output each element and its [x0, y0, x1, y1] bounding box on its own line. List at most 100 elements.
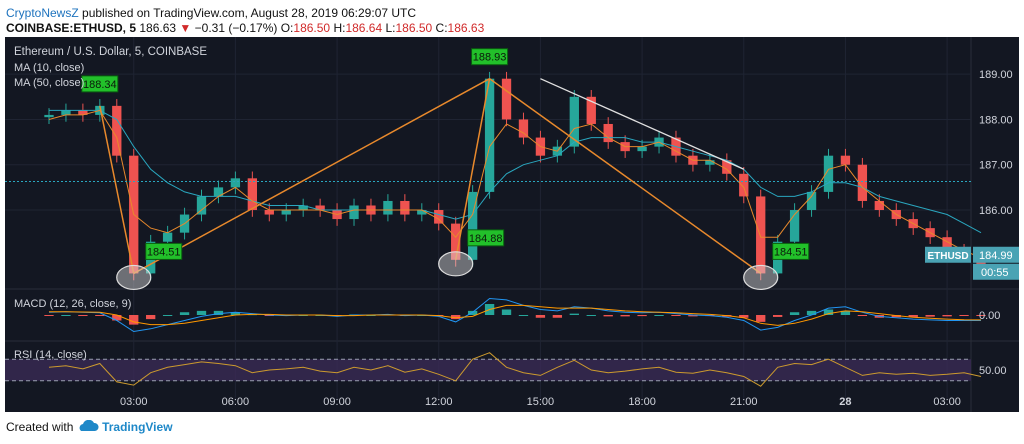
candle-body	[230, 178, 241, 188]
candle-body	[112, 105, 122, 156]
ma50-line	[49, 109, 982, 234]
countdown-label: 00:55	[981, 267, 1009, 279]
trough-value-label-box	[467, 229, 505, 247]
macd-histogram-bar	[501, 309, 512, 315]
macd-histogram-bar	[739, 315, 749, 318]
macd-histogram-bar	[95, 315, 105, 316]
rsi-pane[interactable]	[5, 352, 982, 387]
peak-value-label-box	[81, 75, 119, 93]
x-axis: 03:00 06:00 09:00 12:00 15:00 18:00 21:00 28 03:…	[120, 396, 961, 408]
published-text: published on TradingView.com, August 28,…	[82, 6, 417, 20]
open-value: 186.50	[293, 21, 331, 35]
macd-histogram-bar	[637, 315, 647, 317]
candle-body	[823, 155, 834, 192]
last-price-tag: 184.99	[979, 250, 1013, 262]
macd-histogram-bar	[61, 315, 71, 316]
macd-zero-label: 0.00	[979, 310, 1000, 322]
ma10-line	[48, 109, 982, 259]
publish-header: CryptoNewsZ published on TradingView.com…	[6, 2, 1016, 36]
footer: Created with TradingView	[6, 419, 173, 434]
candle-body	[417, 210, 427, 215]
macd-histogram-bar	[146, 315, 156, 320]
x-tick-label: 03:00	[933, 396, 961, 408]
macd-histogram-bar	[908, 315, 918, 317]
macd-histogram-bar	[925, 315, 935, 317]
last-symbol-tag: ETHUSD	[927, 251, 968, 262]
candle-body	[434, 210, 444, 224]
macd-histogram-bar	[451, 315, 461, 320]
candle-body	[162, 232, 173, 242]
candle-body	[315, 205, 325, 211]
trough-marker	[116, 264, 152, 291]
symbol-text: COINBASE:ETHUSD, 5	[6, 21, 137, 35]
trough-value-label-box	[772, 242, 810, 260]
publisher-name[interactable]: CryptoNewsZ	[6, 6, 79, 20]
candle-body	[739, 173, 749, 197]
candle-body	[874, 200, 884, 211]
high-value: 186.64	[345, 21, 383, 35]
candle-body	[281, 210, 291, 215]
candle-body	[383, 200, 393, 215]
macd-histogram-bar	[806, 310, 817, 315]
macd-histogram-bar	[179, 312, 190, 315]
candle-body	[78, 110, 88, 115]
trough-value-label: 184.88	[469, 233, 503, 245]
candle-body	[603, 123, 613, 143]
candle-body	[484, 78, 495, 192]
macd-histogram-bar	[942, 315, 952, 317]
candle-body	[569, 96, 579, 147]
x-tick-label: 12:00	[425, 396, 453, 408]
last-price: 186.63	[139, 21, 177, 35]
macd-histogram-bar	[44, 315, 54, 316]
ma10-legend: MA (10, close)	[14, 62, 84, 74]
trough-value-label: 184.51	[147, 246, 181, 258]
candle-body	[61, 110, 71, 115]
macd-histogram-bar	[586, 315, 596, 316]
tradingview-cloud-icon	[79, 419, 99, 431]
rsi-line	[48, 352, 982, 387]
rsi-band	[5, 359, 971, 381]
zigzag-segment	[99, 105, 135, 274]
zigzag-segment	[489, 78, 762, 275]
low-value: 186.50	[395, 21, 433, 35]
macd-histogram-bar	[112, 315, 122, 321]
ma50-legend: MA (50, close)	[14, 77, 84, 89]
trough-value-label: 184.51	[774, 246, 808, 258]
rsi-mid-label: 50.00	[979, 365, 1007, 377]
open-label: O:	[280, 21, 294, 35]
peak-value-label: 188.34	[83, 79, 117, 91]
macd-histogram-bar	[772, 315, 783, 317]
chart-background	[5, 37, 1019, 412]
macd-pane[interactable]	[44, 297, 986, 333]
macd-histogram-bar	[671, 315, 681, 316]
macd-histogram-bar	[78, 315, 88, 316]
main-price-pane[interactable]: 188.34 188.93 184.51 184.88 184.51	[5, 48, 986, 291]
macd-histogram-bar	[264, 315, 274, 316]
macd-histogram-bar	[129, 315, 139, 325]
candle-body	[264, 210, 274, 215]
macd-line	[48, 297, 981, 333]
candle-body	[213, 187, 224, 197]
candle-body	[586, 96, 596, 124]
y-tick-label: 189.00	[979, 69, 1013, 81]
zigzag-segment	[133, 78, 490, 275]
macd-histogram-bar	[535, 315, 546, 318]
chart-container[interactable]: 188.34 188.93 184.51 184.88 184.51 189.00 188…	[5, 37, 1019, 412]
publish-line: CryptoNewsZ published on TradingView.com…	[6, 6, 416, 20]
tradingview-logo[interactable]: TradingView	[102, 420, 173, 434]
macd-histogram-bar	[569, 313, 579, 315]
macd-histogram-bar	[654, 315, 664, 316]
macd-histogram-bar	[518, 315, 529, 316]
macd-histogram-bar	[196, 310, 207, 315]
macd-histogram-bar	[756, 315, 766, 322]
x-tick-label: 18:00	[628, 396, 656, 408]
chart-title: Ethereum / U.S. Dollar, 5, COINBASE	[14, 46, 207, 58]
macd-histogram-bar	[789, 312, 800, 315]
candle-body	[857, 164, 868, 201]
y-tick-label: 188.00	[979, 114, 1013, 126]
x-tick-label: 21:00	[730, 396, 758, 408]
close-value: 186.63	[447, 21, 485, 35]
candle-body	[840, 155, 851, 165]
x-tick-label: 03:00	[120, 396, 148, 408]
